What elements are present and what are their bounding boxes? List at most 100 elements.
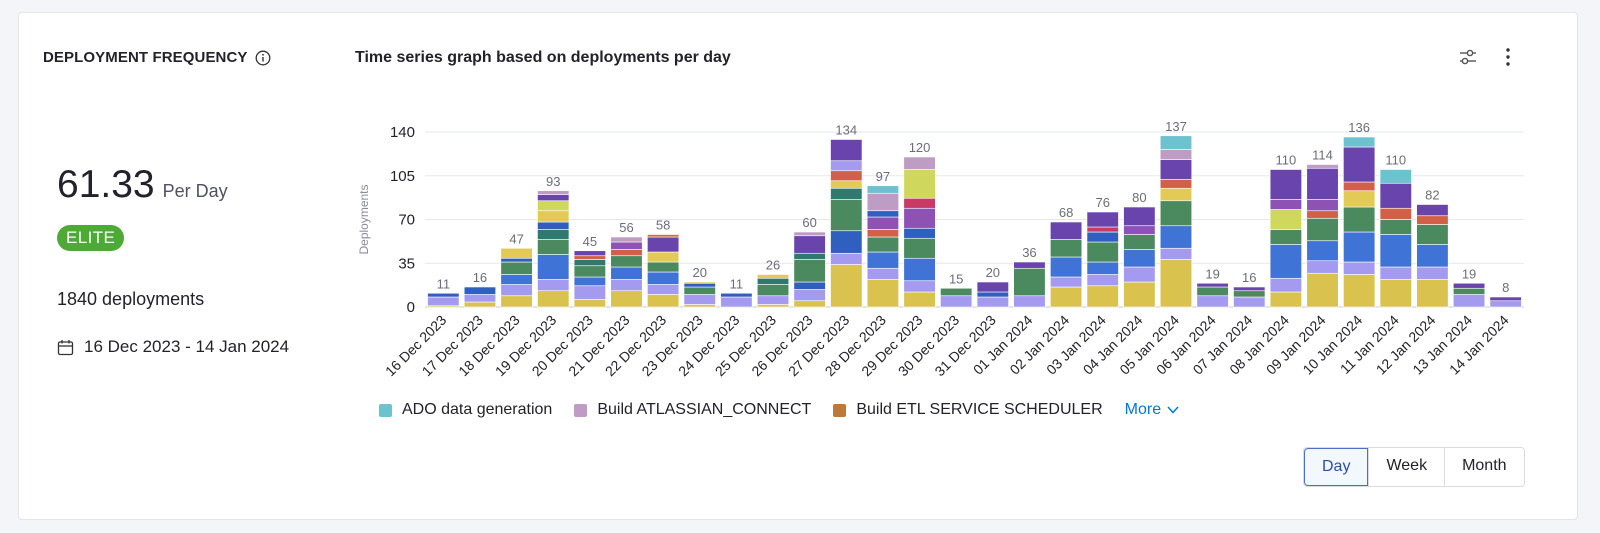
- bar-total-label: 19: [1205, 266, 1219, 281]
- bar-segment: [1196, 286, 1229, 297]
- bar-total-label: 15: [949, 271, 963, 286]
- bar-segment: [1086, 261, 1119, 275]
- bar-segment: [1123, 206, 1156, 227]
- bar-segment: [793, 252, 826, 260]
- bar-segment: [1306, 164, 1339, 169]
- bar-total-label: 110: [1276, 153, 1297, 168]
- bar-segment: [683, 281, 716, 284]
- bar-segment: [500, 295, 533, 308]
- bar-segment: [427, 296, 460, 307]
- bar-segment: [866, 267, 899, 280]
- legend-swatch: [379, 403, 392, 417]
- bar-segment: [683, 294, 716, 305]
- bar-segment: [1086, 231, 1119, 243]
- period-day-button[interactable]: Day: [1304, 448, 1369, 486]
- bar-segment: [940, 287, 973, 297]
- bar-total-label: 16: [1242, 270, 1256, 285]
- bar-segment: [1379, 279, 1412, 308]
- bar-segment: [1306, 272, 1339, 308]
- bar-total-label: 8: [1502, 280, 1509, 295]
- date-range-text: 16 Dec 2023 - 14 Jan 2024: [84, 337, 290, 356]
- bar-segment: [1159, 159, 1193, 180]
- bar-segment: [573, 250, 606, 257]
- bar-segment: [756, 295, 790, 305]
- bar-segment: [1123, 281, 1156, 308]
- bar-segment: [756, 274, 790, 279]
- bar-segment: [573, 285, 606, 300]
- bar-total-label: 58: [656, 218, 670, 233]
- bar-segment: [500, 247, 533, 259]
- bar-total-label: 20: [986, 265, 1000, 280]
- bar-segment: [1050, 256, 1083, 278]
- y-axis-label: Deployments: [357, 184, 371, 254]
- bar-segment: [903, 197, 936, 209]
- bar-segment: [573, 259, 606, 267]
- bar-segment: [537, 221, 570, 230]
- bar-total-label: 97: [876, 169, 890, 184]
- bar-segment: [1343, 136, 1376, 148]
- bar-segment: [756, 284, 790, 297]
- bar-segment: [866, 216, 899, 230]
- bar-segment: [903, 291, 936, 308]
- period-month-button[interactable]: Month: [1444, 448, 1524, 486]
- bar-segment: [1489, 300, 1522, 308]
- bar-segment: [1379, 207, 1412, 220]
- bar-segment: [647, 294, 680, 308]
- bar-segment: [866, 236, 899, 253]
- bar-segment: [610, 266, 643, 280]
- bar-segment: [793, 235, 826, 254]
- legend-item[interactable]: Build ETL SERVICE SCHEDULER: [833, 401, 1103, 419]
- bar-segment: [1306, 210, 1339, 219]
- bar-total-label: 19: [1462, 266, 1476, 281]
- bar-total-label: 68: [1059, 205, 1073, 220]
- bar-total-label: 110: [1385, 153, 1406, 168]
- bar-segment: [720, 296, 753, 308]
- bar-segment: [866, 229, 899, 238]
- bar-segment: [537, 254, 570, 280]
- bar-segment: [463, 286, 497, 295]
- bar-segment: [610, 290, 643, 308]
- bar-segment: [647, 251, 680, 263]
- bar-segment: [903, 280, 936, 293]
- bar-segment: [1159, 225, 1193, 249]
- bar-segment: [610, 249, 643, 257]
- bar-segment: [1159, 247, 1193, 260]
- bar-segment: [1416, 266, 1449, 280]
- bar-total-label: 20: [693, 265, 707, 280]
- bar-segment: [1086, 226, 1119, 233]
- bar-segment: [537, 190, 570, 195]
- bar-segment: [830, 264, 863, 308]
- bar-segment: [1159, 135, 1193, 150]
- y-tick-label: 140: [390, 124, 415, 141]
- bar-segment: [1123, 234, 1156, 250]
- bar-segment: [903, 227, 936, 239]
- legend-label: ADO data generation: [402, 401, 553, 418]
- bar-segment: [830, 139, 863, 162]
- bar-segment: [1086, 285, 1119, 308]
- bar-total-label: 60: [802, 215, 816, 230]
- more-options-icon[interactable]: [1497, 46, 1519, 68]
- bar-segment: [1452, 287, 1486, 295]
- bar-segment: [793, 231, 826, 237]
- period-week-button[interactable]: Week: [1368, 448, 1445, 486]
- bar-segment: [1013, 295, 1046, 308]
- bar-segment: [1343, 261, 1376, 275]
- bar-segment: [830, 187, 863, 200]
- bar-segment: [500, 261, 533, 275]
- info-icon[interactable]: [255, 50, 271, 66]
- bar-segment: [793, 281, 826, 290]
- bar-segment: [1159, 259, 1193, 308]
- bar-segment: [500, 257, 533, 263]
- bar-segment: [1086, 211, 1119, 228]
- bar-segment: [573, 276, 606, 287]
- bar-segment: [1306, 240, 1339, 262]
- bar-segment: [830, 180, 863, 189]
- bar-segment: [1343, 146, 1376, 183]
- legend-more-button[interactable]: More: [1125, 401, 1179, 419]
- period-toggle: Day Week Month: [1303, 447, 1525, 487]
- metric-value: 61.33 Per Day: [57, 163, 228, 207]
- filter-settings-icon[interactable]: [1457, 46, 1479, 68]
- legend-item[interactable]: Build ATLASSIAN_CONNECT: [574, 401, 811, 419]
- legend-item[interactable]: ADO data generation: [379, 401, 552, 419]
